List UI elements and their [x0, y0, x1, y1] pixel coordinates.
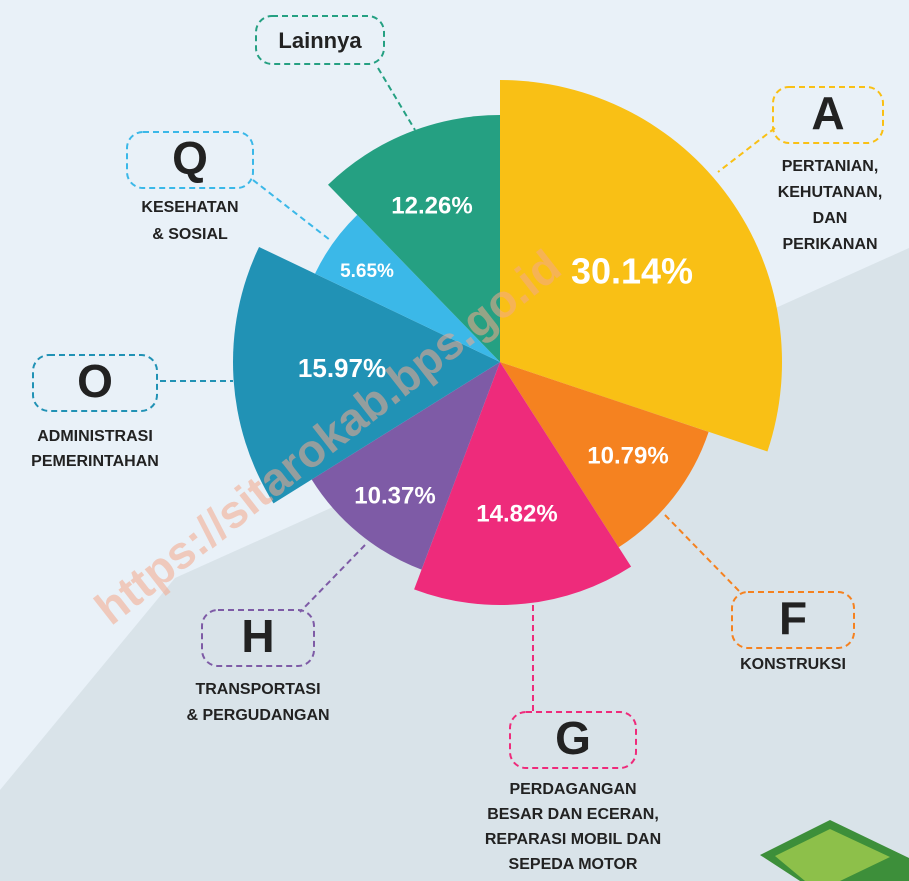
value-label: 12.26%: [391, 192, 472, 219]
category-description: SEPEDA MOTOR: [509, 856, 638, 873]
category-code: F: [779, 592, 807, 644]
category-code: Lainnya: [278, 28, 362, 53]
category-code: O: [77, 355, 113, 407]
category-description: TRANSPORTASI: [195, 681, 320, 698]
category-description: BESAR DAN ECERAN,: [487, 806, 659, 823]
category-description: PEMERINTAHAN: [31, 453, 159, 470]
category-description: KONSTRUKSI: [740, 656, 846, 673]
category-code: Q: [172, 132, 208, 184]
category-description: ADMINISTRASI: [37, 428, 153, 445]
value-label: 10.37%: [354, 482, 435, 509]
category-description: & PERGUDANGAN: [186, 707, 329, 724]
value-label: 30.14%: [571, 251, 693, 292]
category-description: PERTANIAN,: [782, 158, 879, 175]
category-description: PERDAGANGAN: [509, 781, 636, 798]
category-description: REPARASI MOBIL DAN: [485, 831, 661, 848]
value-label: 5.65%: [340, 261, 394, 282]
category-description: & SOSIAL: [152, 226, 228, 243]
chart: 30.14% A PERTANIAN, KEHUTANAN, DAN PERIKANAN 1…: [0, 0, 909, 881]
category-code: A: [811, 87, 844, 139]
value-label: 14.82%: [476, 500, 557, 527]
value-label: 10.79%: [587, 442, 668, 469]
category-description: KESEHATAN: [141, 199, 238, 216]
category-code: H: [241, 610, 274, 662]
category-description: KEHUTANAN,: [778, 184, 883, 201]
category-description: PERIKANAN: [782, 236, 877, 253]
category-description: DAN: [813, 210, 848, 227]
category-code: G: [555, 712, 591, 764]
